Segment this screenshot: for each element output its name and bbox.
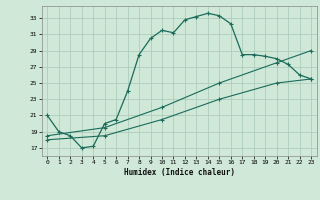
X-axis label: Humidex (Indice chaleur): Humidex (Indice chaleur) — [124, 168, 235, 177]
